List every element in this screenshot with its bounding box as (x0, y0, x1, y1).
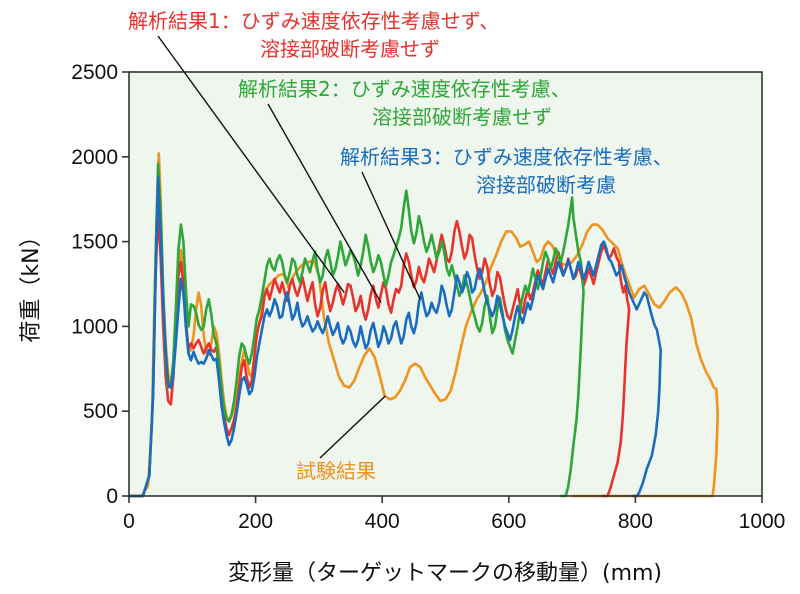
x-tick-label: 800 (618, 510, 653, 533)
annotation-4-label: 試験結果 (296, 459, 376, 483)
leader-line-1 (157, 35, 345, 293)
annotation-2-line1: 解析結果2：ひずみ速度依存性考慮、 (238, 77, 571, 101)
annotation-1-line2: 溶接部破断考慮せず (260, 37, 440, 61)
x-tick-label: 600 (491, 510, 526, 533)
leader-line-2 (267, 103, 382, 304)
annotation-3-line1: 解析結果3：ひずみ速度依存性考慮、 (340, 145, 673, 169)
series-line-1 (127, 152, 719, 498)
annotation-2-line2: 溶接部破断考慮せず (372, 105, 552, 129)
y-tick-label: 2500 (71, 61, 118, 84)
x-tick-label: 400 (365, 510, 400, 533)
x-tick-label: 1000 (739, 510, 786, 533)
plot-area-background (129, 72, 762, 496)
y-tick-label: 500 (83, 400, 118, 423)
y-tick-label: 1500 (71, 231, 118, 254)
x-tick-label: 0 (123, 510, 135, 533)
leader-line-4 (319, 395, 386, 459)
leader-layer (157, 35, 421, 459)
x-axis-title: 変形量（ターゲットマークの移動量）(mm) (228, 561, 662, 586)
annotation-3-line2: 溶接部破断考慮 (476, 173, 616, 197)
annotation-1-line1: 解析結果1：ひずみ速度依存性考慮せず、 (128, 9, 499, 33)
plot-area-frame (128, 71, 763, 497)
series-layer (127, 152, 719, 498)
y-axis-title: 荷重（kN） (19, 225, 44, 342)
leader-line-3 (361, 171, 421, 300)
tick-layer: 0 200 400 600 800 1000 0 500 1000 1500 2000 2500 (71, 61, 785, 533)
series-line-4 (127, 175, 662, 498)
y-tick-label: 1000 (71, 315, 118, 338)
x-tick-label: 200 (238, 510, 273, 533)
y-tick-label: 0 (106, 485, 118, 508)
y-tick-label: 2000 (71, 146, 118, 169)
